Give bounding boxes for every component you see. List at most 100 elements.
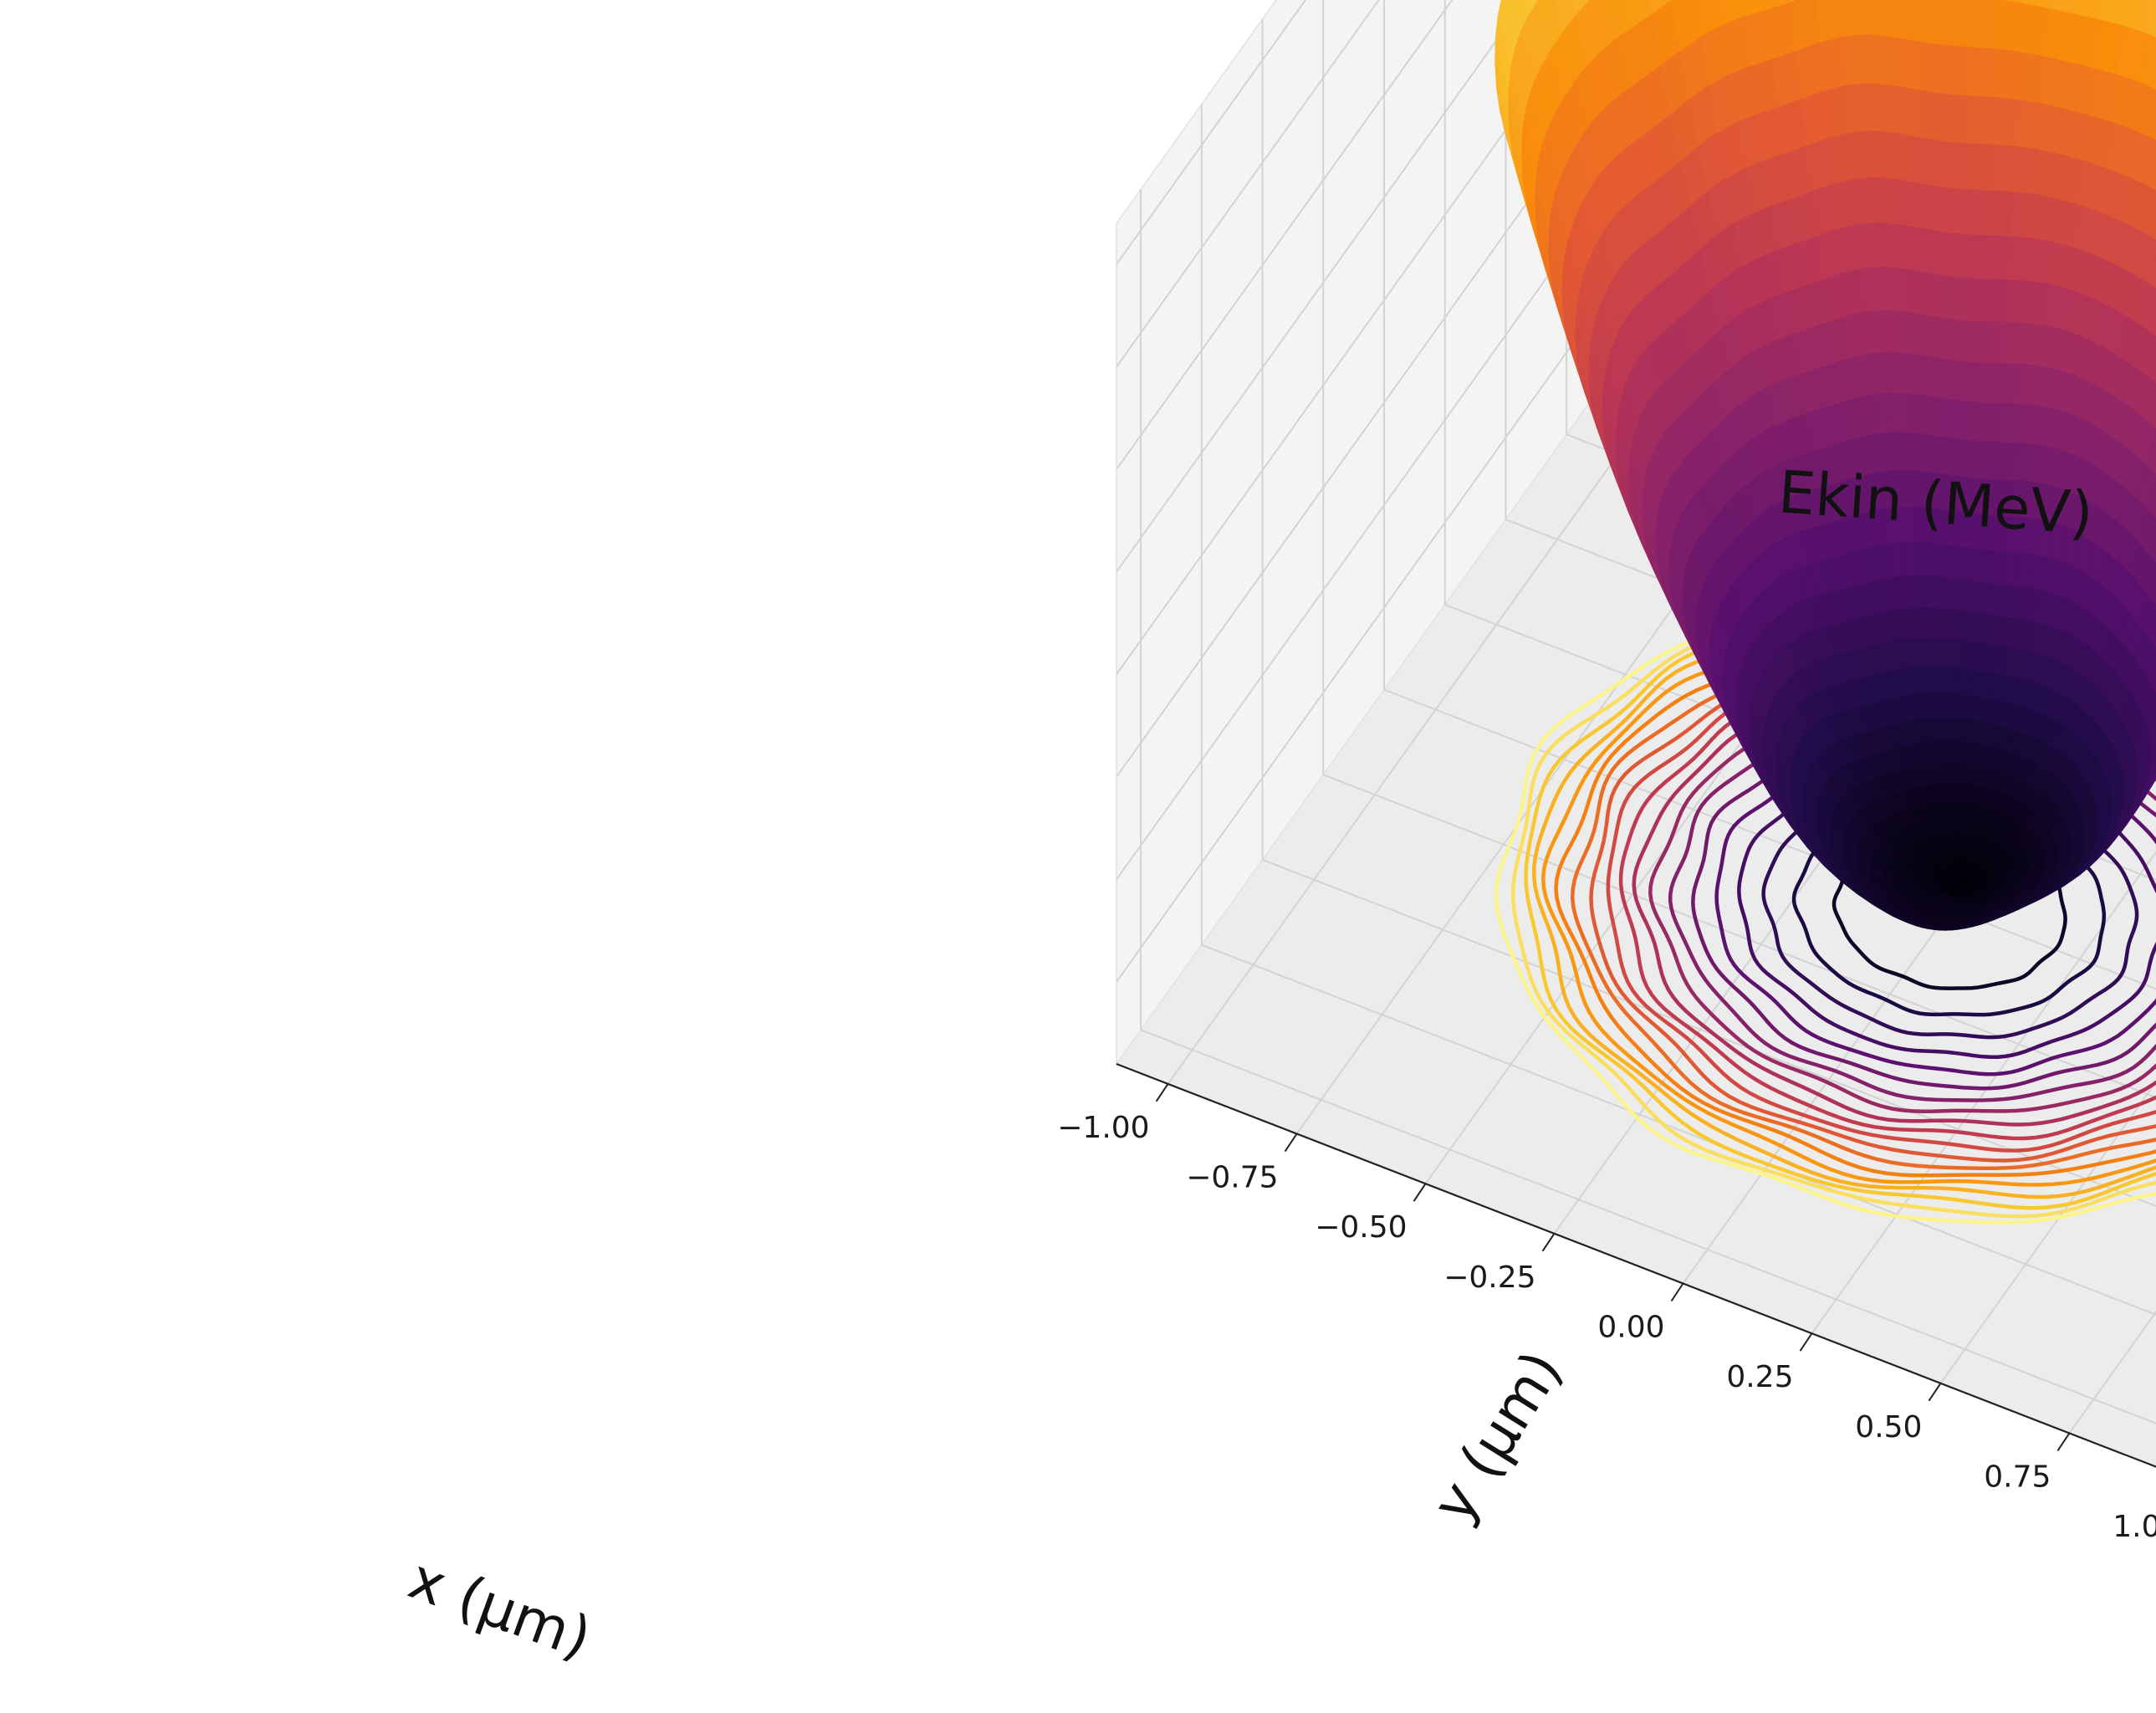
- surface-patch: [1944, 0, 1971, 48]
- x-tick: [1284, 1133, 1298, 1153]
- surface-patch: [1903, 268, 1926, 315]
- surface-patch: [2021, 0, 2050, 8]
- surface-patch: [1854, 176, 1881, 224]
- surface-patch: [1894, 84, 1922, 138]
- surface-patch: [1841, 0, 1869, 37]
- contour-line: [1570, 647, 2156, 1171]
- surface-patch: [1923, 228, 1946, 277]
- surface-patch: [1904, 310, 1927, 356]
- surface-patch: [2151, 744, 2156, 761]
- contour-line: [1524, 614, 2156, 1210]
- surface-patch: [2145, 609, 2156, 645]
- surface-patch: [1964, 277, 1988, 322]
- surface-patch: [1945, 358, 1966, 402]
- surface-patch: [1948, 782, 1957, 802]
- surface-patch: [1947, 692, 1959, 719]
- surface-patch: [2153, 122, 2156, 141]
- surface-patch: [2072, 0, 2101, 19]
- surface-patch: [1946, 576, 1962, 611]
- surface-patch: [1948, 740, 1958, 764]
- surface-patch: [1920, 136, 1945, 188]
- surface-patch: [1944, 141, 1969, 190]
- surface-patch: [1902, 540, 1920, 576]
- surface-patch: [1968, 95, 1995, 145]
- surface-patch: [2148, 759, 2156, 778]
- surface-patch: [2142, 770, 2156, 796]
- surface-patch: [1907, 352, 1929, 396]
- surface-patch: [1847, 82, 1875, 133]
- surface-patch: [1959, 639, 1973, 670]
- surface-patch: [1927, 395, 1947, 438]
- surface-patch: [1941, 782, 1950, 802]
- surface-patch: [1851, 130, 1878, 179]
- surface-patch: [1921, 182, 1946, 233]
- surface-patch: [1986, 234, 2011, 280]
- surface-patch: [2145, 764, 2156, 787]
- surface-patch: [1932, 575, 1948, 609]
- surface-patch: [1885, 309, 1908, 354]
- surface-patch: [1931, 542, 1948, 578]
- surface-patch: [2007, 235, 2033, 281]
- surface-patch: [1904, 574, 1922, 608]
- surface-patch: [1946, 607, 1961, 641]
- surface-patch: [1968, 46, 1995, 98]
- contour-line: [1632, 688, 2156, 1127]
- surface-patch: [1960, 545, 1977, 582]
- surface-patch: [2122, 0, 2151, 33]
- x-tick: [1155, 1083, 1169, 1102]
- surface-patch: [1866, 0, 1894, 38]
- surface-patch: [1939, 740, 1949, 764]
- surface-patch: [2041, 55, 2070, 110]
- surface-patch: [1865, 309, 1889, 354]
- surface-patch: [1832, 177, 1859, 229]
- surface-patch: [2002, 321, 2026, 365]
- surface-patch: [1741, 0, 1768, 18]
- surface-patch: [1934, 606, 1949, 639]
- surface-patch: [1944, 833, 1950, 850]
- surface-patch: [1935, 665, 1949, 693]
- x-tick: [1670, 1282, 1684, 1302]
- surface-patch: [2031, 193, 2058, 242]
- surface-patch: [1944, 275, 1967, 321]
- x-tick-label: 0.75: [1984, 1460, 2051, 1494]
- surface-patch: [1948, 761, 1957, 783]
- surface-patch: [2005, 279, 2030, 323]
- surface-patch: [1897, 132, 1923, 184]
- y-axis-title: y (μm): [1420, 1340, 1576, 1534]
- surface-patch: [1862, 266, 1886, 312]
- surface-patch: [2150, 734, 2156, 752]
- surface-patch: [1919, 89, 1945, 142]
- contour-line: [1554, 635, 2156, 1178]
- surface-patch: [1944, 817, 1950, 836]
- surface-patch: [1994, 0, 2023, 52]
- surface-patch: [2044, 7, 2074, 63]
- surface-patch: [1891, 0, 1919, 42]
- surface-patch: [1901, 223, 1925, 273]
- contour-line: [1510, 606, 2156, 1219]
- surface-patch: [1869, 350, 1892, 395]
- surface-patch: [1815, 0, 1845, 43]
- surface-patch: [1942, 800, 1950, 820]
- surface-patch: [1949, 800, 1956, 819]
- surface-patch: [1843, 33, 1872, 85]
- x-tick: [1541, 1233, 1556, 1252]
- surface-patch: [1944, 93, 1970, 144]
- surface-patch: [2017, 50, 2046, 104]
- surface-patch: [1801, 89, 1829, 146]
- surface-patch: [1872, 391, 1895, 434]
- surface-patch: [1910, 637, 1926, 667]
- surface: [1494, 0, 2156, 931]
- surface-patch: [2037, 102, 2067, 155]
- x-tick: [2056, 1432, 2071, 1452]
- surface-patch: [2149, 535, 2156, 563]
- surface-patch: [1908, 606, 1924, 639]
- x-tick-label: 1.00: [2113, 1510, 2156, 1544]
- x-tick: [1799, 1332, 1813, 1352]
- surface-patch: [1926, 355, 1947, 400]
- contour-line: [1668, 714, 2156, 1102]
- surface-patch: [1898, 178, 1924, 229]
- surface-patch: [1969, 0, 1997, 49]
- x-tick-label: −0.25: [1443, 1260, 1535, 1295]
- contour-projection: [1494, 594, 2156, 1225]
- surface-patch: [1990, 143, 2016, 192]
